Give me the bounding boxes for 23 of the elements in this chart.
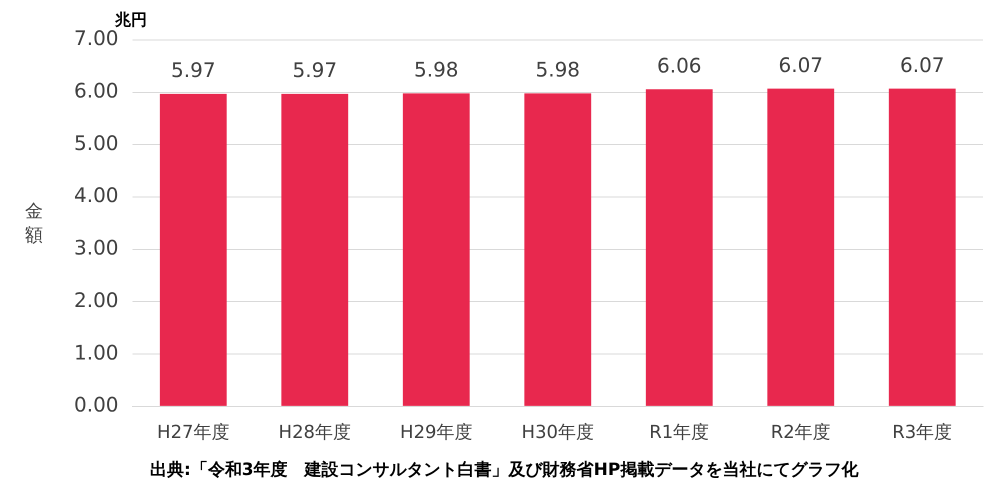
x-tick-label: R2年度 [770, 422, 831, 443]
data-label: 6.06 [656, 53, 702, 78]
y-tick-label: 4.00 [74, 183, 119, 208]
x-tick-label: R3年度 [892, 422, 952, 443]
y-tick-label: 3.00 [74, 236, 119, 260]
x-tick-label: H27年度 [157, 422, 230, 443]
y-tick-label: 2.00 [74, 288, 119, 312]
data-label: 6.07 [900, 52, 945, 77]
x-tick-label: H30年度 [522, 422, 594, 443]
x-tick-label: R1年度 [649, 422, 710, 443]
y-tick-label: 0.00 [74, 392, 119, 417]
x-tick-label: H28年度 [278, 422, 351, 443]
y-tick-label: 6.00 [74, 78, 119, 103]
data-label: 5.98 [414, 58, 459, 82]
data-label: 6.07 [778, 52, 824, 77]
y-axis-title: 金額 [24, 200, 44, 248]
y-tick-label: 1.00 [74, 340, 119, 364]
x-tick-label: H29年度 [400, 422, 472, 443]
data-label: 5.98 [536, 58, 580, 82]
data-label: 5.97 [171, 58, 216, 82]
source-note: 出典:「令和3年度 建設コンサルタント白書」及び財務省HP掲載データを当社にてグラフ化 [150, 459, 858, 481]
data-label: 5.97 [292, 58, 338, 82]
y-tick-label: 5.00 [74, 130, 119, 155]
